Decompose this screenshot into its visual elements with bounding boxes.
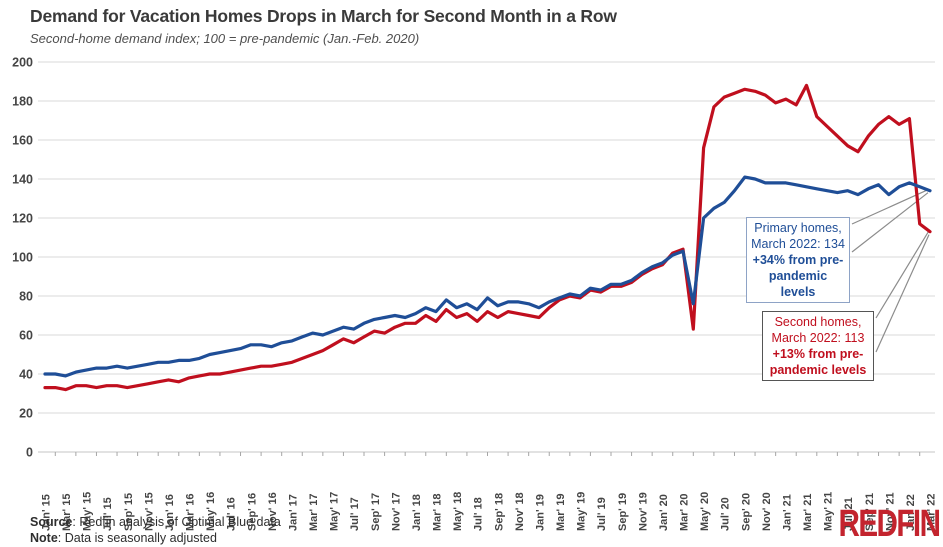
svg-text:Mar' 20: Mar' 20 [679,494,691,531]
svg-text:Jul' 18: Jul' 18 [473,497,485,531]
svg-text:Mar' 21: Mar' 21 [802,494,814,531]
svg-text:Sep' 18: Sep' 18 [493,493,505,531]
svg-text:Mar' 18: Mar' 18 [432,494,444,531]
x-axis-ticks [54,452,921,456]
svg-text:60: 60 [19,329,33,343]
svg-text:40: 40 [19,368,33,382]
source-label: Source [30,515,73,529]
svg-text:Jan' 15: Jan' 15 [41,494,53,531]
svg-text:Sep' 20: Sep' 20 [740,493,752,531]
svg-text:Mar' 17: Mar' 17 [308,494,320,531]
svg-text:Nov' 17: Nov' 17 [390,492,402,531]
svg-text:Jan' 22: Jan' 22 [905,494,917,531]
primary-callout-value: March 2022: 134 [751,237,845,251]
svg-text:Jul' 16: Jul' 16 [226,497,238,531]
svg-text:Mar' 22: Mar' 22 [926,494,938,531]
svg-text:Mar' 19: Mar' 19 [555,494,567,531]
svg-text:200: 200 [12,56,33,70]
primary-homes-line [43,175,932,378]
svg-text:Nov' 21: Nov' 21 [884,492,896,531]
second-callout-pct: +13% from pre- [772,347,864,361]
redfin-logo: REDFIN [838,503,941,545]
svg-text:Jan' 21: Jan' 21 [781,494,793,531]
svg-text:May' 20: May' 20 [699,492,711,531]
svg-text:Sep' 17: Sep' 17 [370,493,382,531]
svg-text:Jul' 19: Jul' 19 [596,497,608,531]
footer: Source: Redfin analysis of Optimal Blue … [30,514,281,546]
svg-text:May' 19: May' 19 [576,492,588,531]
svg-text:Jan' 17: Jan' 17 [287,494,299,531]
source-line: Source: Redfin analysis of Optimal Blue … [30,514,281,530]
svg-text:Jan' 16: Jan' 16 [164,494,176,531]
svg-text:0: 0 [26,446,33,460]
svg-text:May' 15: May' 15 [82,492,94,531]
second-callout-name: Second homes, [774,315,862,329]
svg-text:Sep' 16: Sep' 16 [246,493,258,531]
page-title: Demand for Vacation Homes Drops in March… [30,6,617,26]
primary-callout-name: Primary homes, [754,221,842,235]
svg-text:Sep' 19: Sep' 19 [617,493,629,531]
chart-subtitle: Second-home demand index; 100 = pre-pand… [30,31,420,46]
svg-text:Jan' 18: Jan' 18 [411,494,423,531]
svg-text:Nov' 16: Nov' 16 [267,492,279,531]
primary-homes-callout: Primary homes, March 2022: 134 +34% from… [746,217,850,303]
source-text: : Redfin analysis of Optimal Blue data [72,515,281,529]
svg-text:Sep' 15: Sep' 15 [123,493,135,531]
svg-text:May' 17: May' 17 [329,492,341,531]
svg-text:Sep' 21: Sep' 21 [864,493,876,531]
svg-text:Nov' 19: Nov' 19 [637,492,649,531]
second-callout-pct2: pandemic levels [769,363,867,377]
svg-text:Mar' 15: Mar' 15 [61,494,73,531]
note-line: Note: Data is seasonally adjusted [30,530,281,546]
svg-text:180: 180 [12,95,33,109]
svg-text:Jan' 19: Jan' 19 [534,494,546,531]
svg-text:May' 16: May' 16 [205,492,217,531]
svg-text:20: 20 [19,407,33,421]
svg-text:120: 120 [12,212,33,226]
svg-text:Nov' 15: Nov' 15 [143,492,155,531]
primary-callout-pct: +34% from pre- [752,253,844,267]
svg-text:Nov' 18: Nov' 18 [514,492,526,531]
x-axis-labels: Jan' 15 Mar' 15 May' 15 Jul' 15 Sep' 15 Nov' … [41,492,938,531]
svg-text:May' 21: May' 21 [823,492,835,531]
svg-text:140: 140 [12,173,33,187]
svg-text:Jul' 21: Jul' 21 [843,497,855,531]
svg-text:Nov' 20: Nov' 20 [761,492,773,531]
second-callout-value: March 2022: 113 [771,331,865,345]
y-axis-labels: 0 20 40 60 80 100 120 140 160 180 200 [12,56,33,460]
svg-text:May' 18: May' 18 [452,492,464,531]
primary-callout-pct2: pandemic levels [768,269,828,299]
note-label: Note [30,531,58,545]
svg-text:100: 100 [12,251,33,265]
second-homes-callout: Second homes, March 2022: 113 +13% from … [762,311,874,381]
note-text: : Data is seasonally adjusted [57,531,217,545]
svg-text:Jul' 20: Jul' 20 [720,497,732,531]
second-homes-line [43,83,932,392]
svg-text:160: 160 [12,134,33,148]
svg-text:80: 80 [19,290,33,304]
svg-text:Mar' 16: Mar' 16 [185,494,197,531]
svg-text:Jul' 17: Jul' 17 [349,497,361,531]
svg-text:Jan' 20: Jan' 20 [658,494,670,531]
svg-text:Jul' 15: Jul' 15 [102,497,114,531]
